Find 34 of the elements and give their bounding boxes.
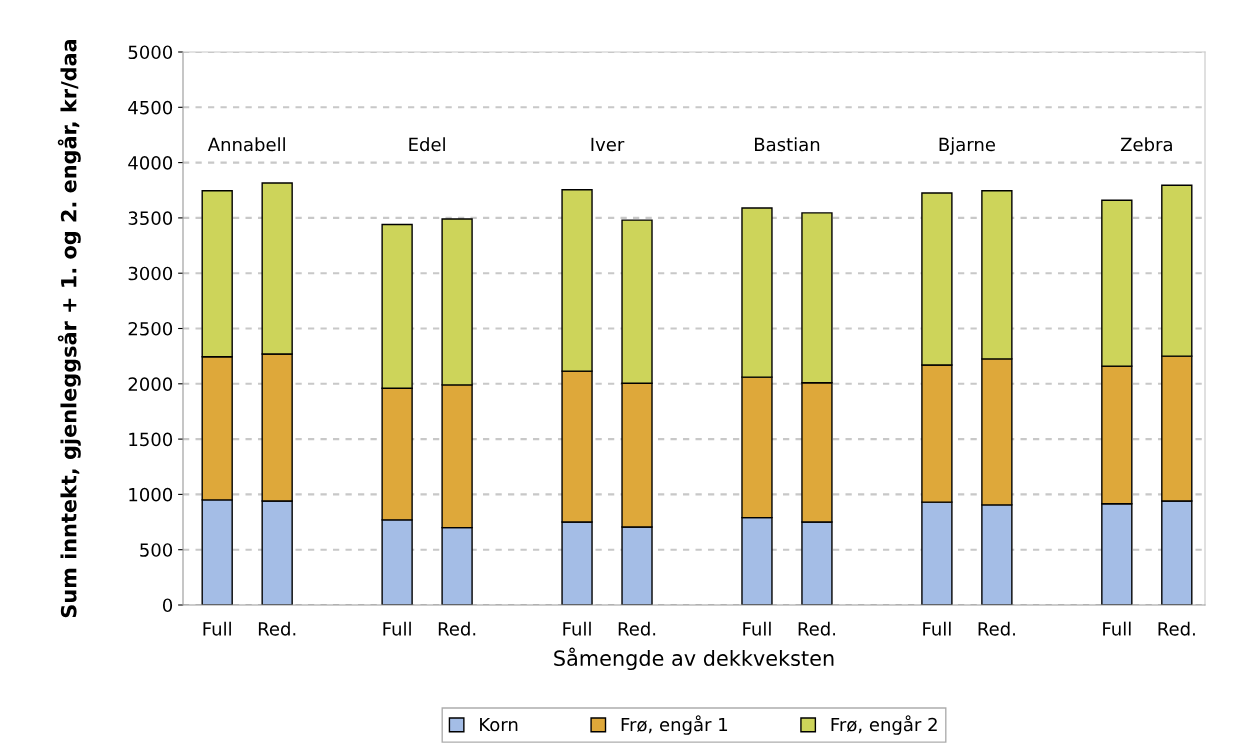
- x-tick-label: Red.: [1158, 621, 1195, 636]
- x-tick-label: Red.: [438, 621, 476, 636]
- y-tick-label: 3500: [128, 211, 173, 226]
- legend-label: Korn: [480, 717, 518, 732]
- legend-label: Frø, engår 2: [831, 715, 937, 735]
- x-axis-title: Såmengde av dekkveksten: [554, 647, 834, 671]
- x-tick-label: Full: [923, 621, 951, 636]
- y-tick-label: 0: [162, 598, 173, 613]
- y-tick-label: 1000: [129, 487, 173, 502]
- annotation: Bastian: [755, 137, 820, 152]
- annotation: Edel: [409, 137, 445, 152]
- annotation: Bjarne: [939, 137, 995, 155]
- legend-label: Frø, engår 1: [621, 715, 728, 735]
- y-tick-label: 1500: [129, 432, 173, 447]
- y-tick-label: 2500: [128, 321, 173, 336]
- x-tick-label: Full: [1103, 621, 1131, 636]
- y-tick-label: 3000: [128, 266, 173, 281]
- x-tick-label: Red.: [618, 621, 656, 636]
- y-tick-label: 500: [140, 543, 173, 557]
- annotation: Iver: [591, 137, 625, 152]
- x-tick-label: Red.: [258, 621, 296, 636]
- y-tick-label: 5000: [128, 45, 173, 60]
- x-tick-label: Full: [383, 621, 411, 636]
- x-tick-label: Red.: [798, 621, 836, 636]
- x-tick-label: Red.: [978, 621, 1015, 636]
- annotation: Zebra: [1120, 137, 1172, 152]
- x-tick-label: Full: [743, 621, 771, 636]
- y-tick-label: 4000: [128, 156, 173, 170]
- x-tick-label: Full: [203, 621, 231, 636]
- x-tick-label: Full: [563, 621, 591, 636]
- y-tick-label: 4500: [128, 100, 173, 115]
- y-tick-label: 2000: [128, 377, 173, 391]
- y-axis-title: Sum inntekt, gjenleggsår + 1. og 2. engår, kr/daa: [57, 39, 81, 618]
- annotation: Annabell: [207, 137, 285, 152]
